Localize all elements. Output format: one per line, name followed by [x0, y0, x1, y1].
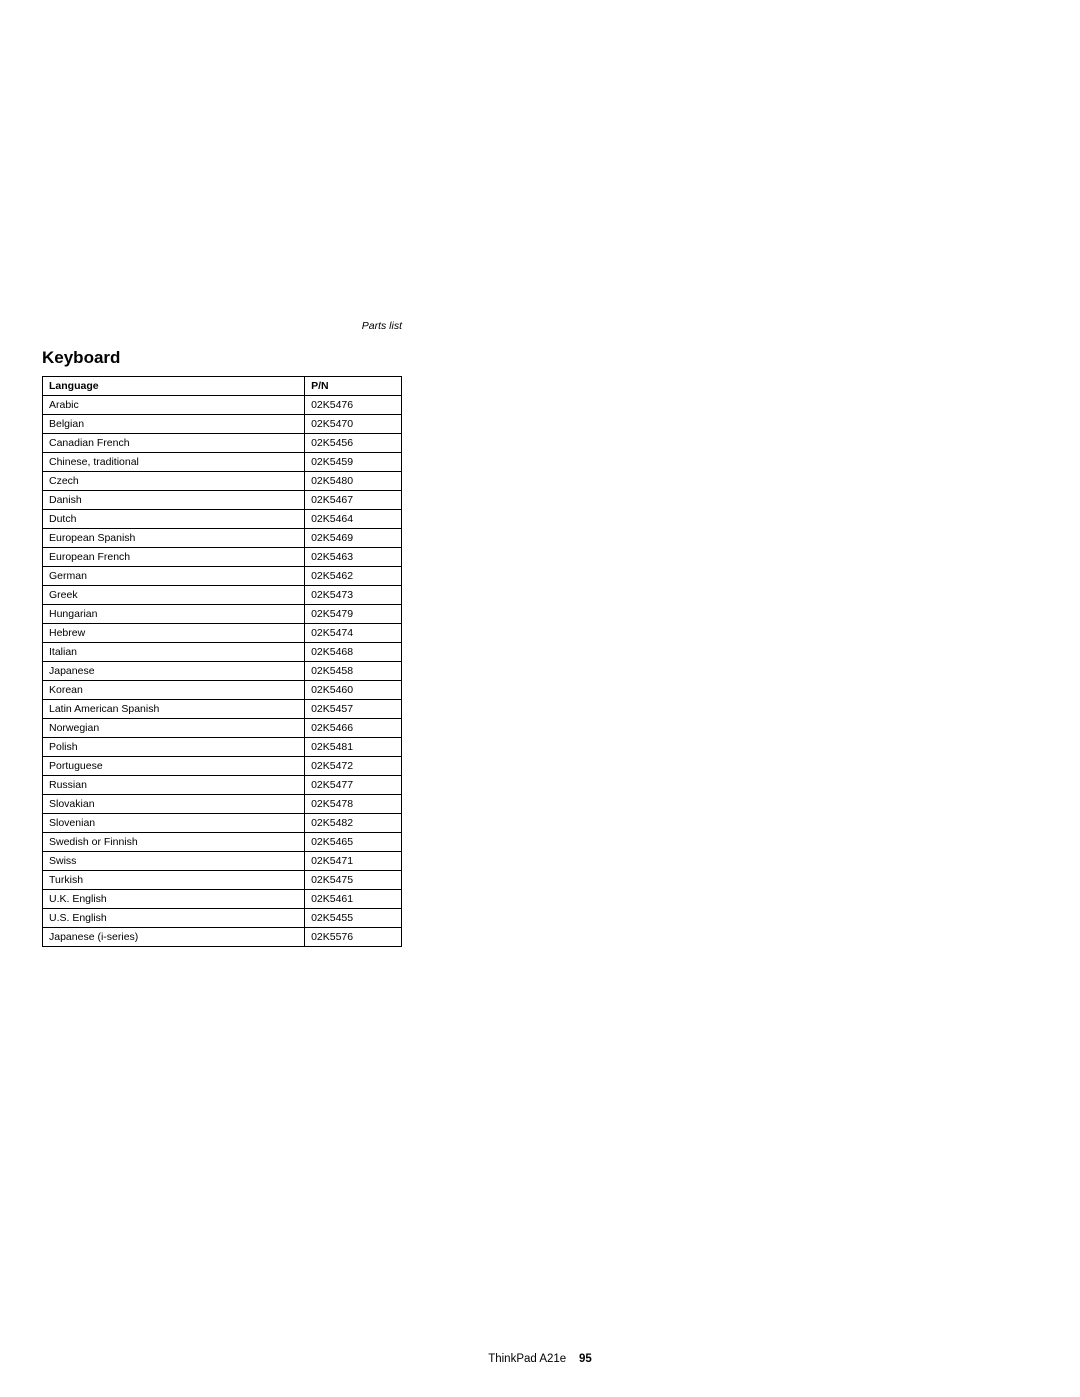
table-row: Danish02K5467: [43, 491, 402, 510]
table-header-row: Language P/N: [43, 377, 402, 396]
table-row: Swiss02K5471: [43, 852, 402, 871]
cell-pn: 02K5470: [305, 415, 402, 434]
table-row: Russian02K5477: [43, 776, 402, 795]
cell-language: Chinese, traditional: [43, 453, 305, 472]
cell-pn: 02K5467: [305, 491, 402, 510]
cell-pn: 02K5477: [305, 776, 402, 795]
cell-language: Hebrew: [43, 624, 305, 643]
cell-pn: 02K5469: [305, 529, 402, 548]
footer-product: ThinkPad A21e: [488, 1353, 566, 1365]
table-row: Chinese, traditional02K5459: [43, 453, 402, 472]
column-header-pn: P/N: [305, 377, 402, 396]
table-row: Korean02K5460: [43, 681, 402, 700]
table-row: Canadian French02K5456: [43, 434, 402, 453]
cell-language: Canadian French: [43, 434, 305, 453]
cell-pn: 02K5465: [305, 833, 402, 852]
cell-pn: 02K5459: [305, 453, 402, 472]
table-row: European French02K5463: [43, 548, 402, 567]
cell-pn: 02K5479: [305, 605, 402, 624]
cell-pn: 02K5462: [305, 567, 402, 586]
cell-pn: 02K5460: [305, 681, 402, 700]
cell-language: Czech: [43, 472, 305, 491]
cell-pn: 02K5576: [305, 928, 402, 947]
table-row: Slovenian02K5482: [43, 814, 402, 833]
cell-language: Arabic: [43, 396, 305, 415]
cell-pn: 02K5478: [305, 795, 402, 814]
cell-language: Turkish: [43, 871, 305, 890]
cell-language: Latin American Spanish: [43, 700, 305, 719]
cell-pn: 02K5472: [305, 757, 402, 776]
table-row: Latin American Spanish02K5457: [43, 700, 402, 719]
cell-language: U.S. English: [43, 909, 305, 928]
cell-pn: 02K5468: [305, 643, 402, 662]
table-row: Dutch02K5464: [43, 510, 402, 529]
cell-pn: 02K5482: [305, 814, 402, 833]
table-row: Czech02K5480: [43, 472, 402, 491]
cell-language: Slovenian: [43, 814, 305, 833]
cell-pn: 02K5475: [305, 871, 402, 890]
cell-language: Italian: [43, 643, 305, 662]
table-row: Japanese02K5458: [43, 662, 402, 681]
cell-pn: 02K5456: [305, 434, 402, 453]
table-row: Turkish02K5475: [43, 871, 402, 890]
cell-pn: 02K5471: [305, 852, 402, 871]
cell-pn: 02K5464: [305, 510, 402, 529]
table-row: Greek02K5473: [43, 586, 402, 605]
cell-language: Dutch: [43, 510, 305, 529]
cell-pn: 02K5458: [305, 662, 402, 681]
cell-language: German: [43, 567, 305, 586]
table-row: Hungarian02K5479: [43, 605, 402, 624]
cell-language: Polish: [43, 738, 305, 757]
table-row: Norwegian02K5466: [43, 719, 402, 738]
cell-pn: 02K5455: [305, 909, 402, 928]
table-row: Portuguese02K5472: [43, 757, 402, 776]
cell-pn: 02K5480: [305, 472, 402, 491]
cell-language: Russian: [43, 776, 305, 795]
cell-pn: 02K5474: [305, 624, 402, 643]
table-row: Polish02K5481: [43, 738, 402, 757]
cell-language: U.K. English: [43, 890, 305, 909]
page-content: Parts list Keyboard Language P/N Arabic0…: [42, 320, 402, 947]
table-row: European Spanish02K5469: [43, 529, 402, 548]
cell-language: Slovakian: [43, 795, 305, 814]
table-row: U.K. English02K5461: [43, 890, 402, 909]
cell-language: Swiss: [43, 852, 305, 871]
cell-pn: 02K5457: [305, 700, 402, 719]
cell-pn: 02K5481: [305, 738, 402, 757]
cell-language: Danish: [43, 491, 305, 510]
table-row: Swedish or Finnish02K5465: [43, 833, 402, 852]
column-header-language: Language: [43, 377, 305, 396]
cell-language: Greek: [43, 586, 305, 605]
table-row: German02K5462: [43, 567, 402, 586]
cell-language: Korean: [43, 681, 305, 700]
footer-page-number: 95: [579, 1353, 592, 1365]
cell-language: Belgian: [43, 415, 305, 434]
table-row: Slovakian02K5478: [43, 795, 402, 814]
cell-language: Swedish or Finnish: [43, 833, 305, 852]
cell-language: Portuguese: [43, 757, 305, 776]
cell-language: European Spanish: [43, 529, 305, 548]
table-row: Arabic02K5476: [43, 396, 402, 415]
cell-language: European French: [43, 548, 305, 567]
cell-language: Japanese (i-series): [43, 928, 305, 947]
cell-language: Japanese: [43, 662, 305, 681]
cell-pn: 02K5466: [305, 719, 402, 738]
table-row: Hebrew02K5474: [43, 624, 402, 643]
cell-pn: 02K5476: [305, 396, 402, 415]
table-row: Belgian02K5470: [43, 415, 402, 434]
cell-pn: 02K5461: [305, 890, 402, 909]
cell-pn: 02K5473: [305, 586, 402, 605]
table-row: Japanese (i-series)02K5576: [43, 928, 402, 947]
keyboard-table: Language P/N Arabic02K5476Belgian02K5470…: [42, 376, 402, 947]
parts-list-header: Parts list: [42, 320, 402, 332]
table-row: Italian02K5468: [43, 643, 402, 662]
cell-pn: 02K5463: [305, 548, 402, 567]
cell-language: Norwegian: [43, 719, 305, 738]
section-title: Keyboard: [42, 348, 402, 368]
cell-language: Hungarian: [43, 605, 305, 624]
page-footer: ThinkPad A21e 95: [0, 1353, 1080, 1365]
table-row: U.S. English02K5455: [43, 909, 402, 928]
